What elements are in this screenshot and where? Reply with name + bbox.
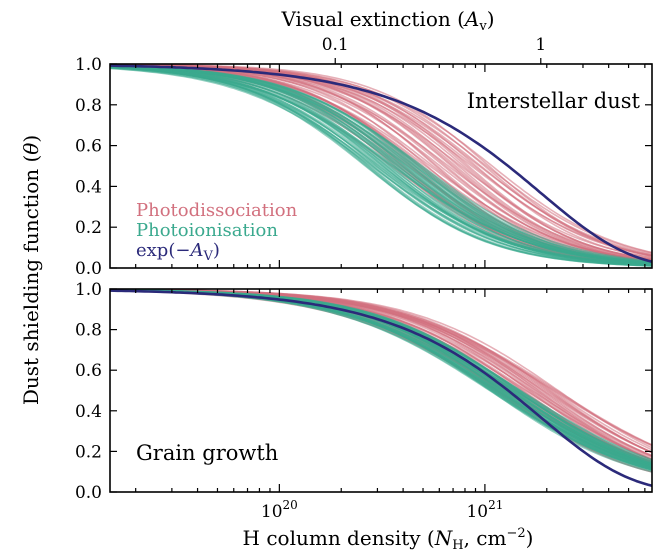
y-tick-label: 0.8 <box>75 96 102 116</box>
panel-interstellar-dust: 0.0 0.2 0.4 0.6 0.8 1.0 Interstellar dust Photo… <box>75 55 653 279</box>
y-tick-label: 0.4 <box>75 177 102 197</box>
curve-photoionisation-39 <box>110 65 652 262</box>
top-axis-title: Visual extinction (Av) <box>280 7 494 34</box>
y-axis-title: Dust shielding function (θ) <box>19 135 43 405</box>
x-tick-label: 1021 <box>466 498 503 522</box>
y-tick-label: 0.6 <box>75 137 102 157</box>
legend-entry: Photoionisation <box>136 220 278 241</box>
panel-grain-growth: 0.0 0.2 0.4 0.6 0.8 1.0 Grain growth <box>75 280 653 503</box>
y-tick-label: 0.6 <box>75 361 102 381</box>
curve-exp-av <box>110 64 652 263</box>
y-tick-label: 0.0 <box>75 483 102 503</box>
panel-label: Grain growth <box>136 441 278 465</box>
y-tick-label: 1.0 <box>75 280 102 300</box>
top-axis-tick-label: 1 <box>535 35 546 55</box>
y-tick-label: 1.0 <box>75 55 102 75</box>
top-axis-tick-label: 0.1 <box>322 35 349 55</box>
y-tick-label: 0.4 <box>75 402 102 422</box>
plot-frame <box>109 288 653 493</box>
y-tick-label: 0.8 <box>75 321 102 341</box>
y-tick-label: 0.2 <box>75 442 102 462</box>
curve-exp-av <box>110 289 652 487</box>
legend-entry: Photodissociation <box>136 200 298 221</box>
x-tick-label: 1020 <box>261 498 298 522</box>
panel-label: Interstellar dust <box>467 89 641 113</box>
x-axis-title: H column density (NH, cm−2) <box>243 526 534 553</box>
curve-photodissociation-39 <box>110 289 652 449</box>
y-tick-label: 0.2 <box>75 218 102 238</box>
y-tick-label: 0.0 <box>75 259 102 279</box>
plot-frame <box>109 63 653 269</box>
legend-entry: exp(−AV) <box>136 240 220 264</box>
